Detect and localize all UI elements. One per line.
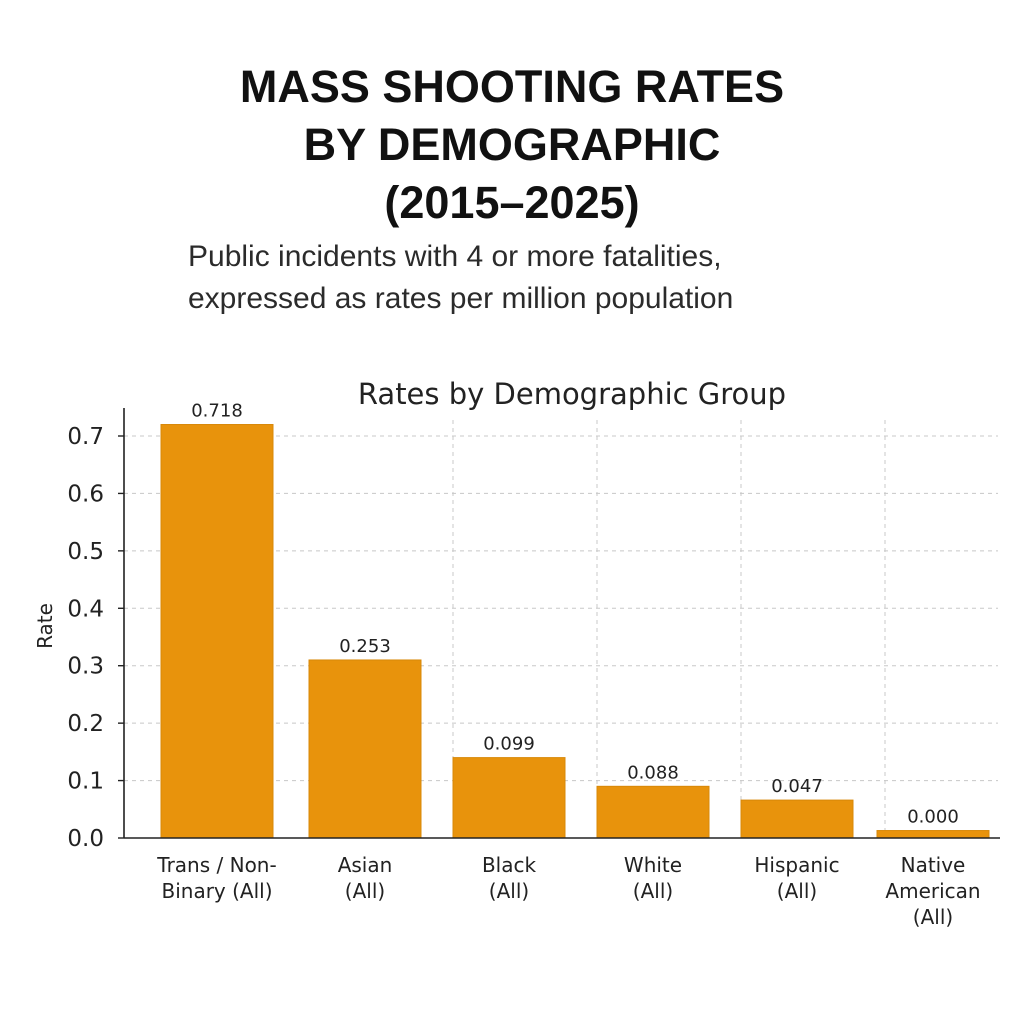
title-line-1: MASS SHOOTING RATES [239,61,785,112]
x-tick-label: Trans / Non-Binary (All) [156,853,276,903]
title-line-2: BY DEMOGRAPHIC [303,119,721,170]
bar-value-label: 0.047 [771,776,823,797]
y-axis-label: Rate [33,603,57,649]
x-tick-labels: Trans / Non-Binary (All) Asian (All) Black(… [156,853,980,929]
bar-value-label: 0.099 [483,734,535,755]
bar-value-label: 0.718 [191,401,243,422]
title-line-3: (2015–2025) [384,177,640,228]
value-labels: 0.718 0.253 0.099 0.088 0.047 0.000 [191,401,959,828]
y-tick-label: 0.4 [67,596,104,622]
x-tick-label: Native American (All) [885,853,980,929]
y-tick-label: 0.3 [67,654,104,680]
bar [452,757,566,839]
x-tick-label: White (All) [624,853,682,903]
subtitle-line-2: expressed as rates per million populatio… [188,282,734,315]
x-tick-label: Asian (All) [338,853,393,903]
subtitle-line-1: Public incidents with 4 or more fataliti… [188,240,722,273]
y-ticks: 0.0 0.1 0.2 0.3 0.4 0.5 0.6 0.7 [67,424,124,852]
y-tick-label: 0.5 [67,539,104,565]
y-tick-label: 0.2 [67,711,104,737]
chart-title: Rates by Demographic Group [358,377,786,411]
y-tick-label: 0.0 [67,826,104,852]
y-tick-label: 0.7 [67,424,104,450]
x-tick-label: Black (All) [482,853,537,903]
bar [160,424,274,839]
page-subtitle: Public incidents with 4 or more fataliti… [188,236,948,320]
bar [876,830,990,839]
bar [308,659,422,839]
x-tick-label: Hispanic (All) [754,853,839,903]
bars [160,424,990,839]
bar-value-label: 0.253 [339,636,391,657]
bar [740,799,854,839]
y-tick-label: 0.1 [67,769,104,795]
page-title: MASS SHOOTING RATES BY DEMOGRAPHIC (2015… [0,58,1024,232]
bar [596,785,710,839]
bar-value-label: 0.000 [907,807,959,828]
y-tick-label: 0.6 [67,481,104,507]
bar-value-label: 0.088 [627,762,679,783]
